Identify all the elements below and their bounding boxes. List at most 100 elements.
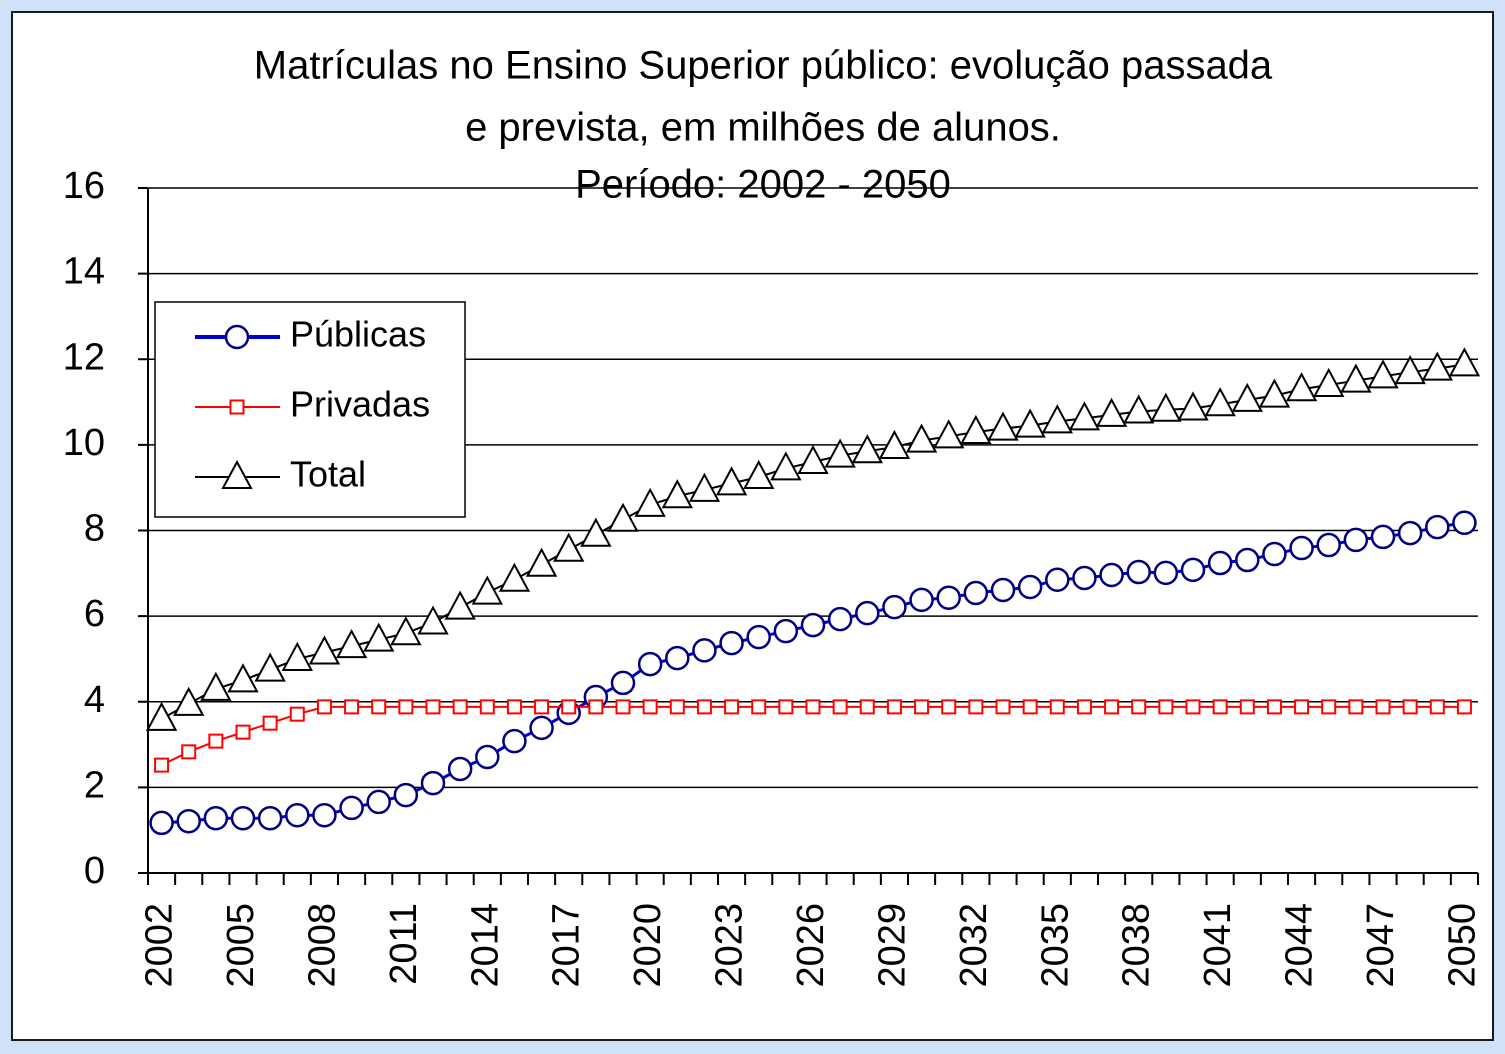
marker — [715, 466, 748, 496]
marker — [289, 706, 305, 722]
marker — [366, 789, 391, 815]
marker — [308, 635, 341, 665]
marker — [1180, 557, 1206, 583]
marker — [1185, 699, 1201, 715]
marker — [475, 744, 500, 770]
marker — [1394, 354, 1426, 385]
marker — [335, 628, 368, 659]
marker — [502, 728, 527, 754]
y-tick-label: 0 — [84, 850, 105, 892]
marker — [316, 699, 332, 715]
x-tick-label: 2023 — [709, 903, 751, 988]
marker — [580, 517, 612, 547]
marker — [200, 671, 232, 701]
marker — [553, 532, 585, 562]
x-tick-label: 2044 — [1279, 903, 1321, 988]
marker — [444, 590, 476, 620]
marker — [851, 434, 883, 464]
marker — [154, 757, 170, 773]
marker — [1452, 510, 1477, 536]
marker — [878, 429, 911, 460]
marker — [960, 414, 992, 445]
chart-title: Matrículas no Ensino Superior público: e… — [254, 44, 1273, 88]
marker — [607, 502, 639, 532]
marker — [1177, 391, 1209, 421]
y-tick-label: 14 — [63, 251, 105, 293]
marker — [1402, 699, 1418, 715]
marker — [1258, 378, 1291, 408]
marker — [471, 575, 503, 605]
marker — [561, 699, 577, 715]
marker — [1448, 347, 1481, 377]
y-tick-label: 8 — [84, 508, 105, 550]
marker — [773, 618, 799, 644]
marker — [968, 699, 984, 715]
x-tick-label: 2032 — [953, 903, 995, 988]
marker — [176, 808, 201, 834]
marker — [1045, 567, 1070, 592]
marker — [285, 802, 310, 828]
marker — [363, 622, 395, 652]
marker — [751, 699, 767, 715]
x-tick-label: 2041 — [1197, 903, 1239, 988]
marker — [1397, 520, 1423, 546]
marker — [719, 630, 744, 656]
legend-label: Privadas — [290, 384, 430, 425]
marker — [529, 715, 554, 741]
marker — [1022, 699, 1038, 715]
marker — [615, 699, 631, 715]
x-tick-label: 2002 — [139, 903, 181, 988]
marker — [746, 624, 771, 650]
marker — [417, 605, 449, 635]
marker — [145, 701, 178, 731]
marker — [859, 699, 875, 715]
marker — [1262, 541, 1287, 567]
x-tick-label: 2047 — [1360, 903, 1402, 988]
marker — [235, 724, 251, 740]
marker — [525, 547, 558, 577]
marker — [1316, 532, 1341, 558]
marker — [661, 479, 693, 509]
marker — [229, 399, 245, 415]
marker — [498, 562, 531, 592]
marker — [805, 699, 821, 715]
marker — [914, 699, 930, 715]
marker — [1131, 699, 1147, 715]
marker — [208, 733, 224, 749]
legend-label: Total — [290, 454, 366, 495]
marker — [224, 324, 250, 350]
marker — [262, 715, 278, 731]
marker — [688, 472, 721, 502]
marker — [1239, 699, 1255, 715]
marker — [1212, 699, 1228, 715]
marker — [452, 699, 468, 715]
y-tick-label: 2 — [84, 764, 105, 806]
marker — [339, 795, 364, 821]
chart-panel — [11, 11, 1494, 1041]
marker — [1072, 565, 1097, 591]
marker — [1126, 559, 1151, 585]
marker — [995, 699, 1011, 715]
marker — [1231, 382, 1263, 412]
marker — [1343, 527, 1369, 553]
marker — [203, 805, 229, 831]
marker — [827, 606, 853, 632]
marker — [963, 580, 989, 606]
y-tick-label: 10 — [63, 422, 105, 464]
marker — [637, 651, 663, 677]
marker — [724, 699, 740, 715]
marker — [1340, 363, 1372, 393]
marker — [1068, 401, 1101, 431]
marker — [1370, 524, 1396, 550]
marker — [1076, 699, 1092, 715]
marker — [933, 419, 965, 449]
marker — [1289, 535, 1314, 561]
x-tick-label: 2011 — [383, 903, 425, 985]
marker — [254, 652, 286, 682]
marker — [420, 770, 446, 796]
marker — [447, 756, 473, 782]
marker — [390, 616, 422, 646]
x-tick-label: 2050 — [1441, 903, 1483, 988]
marker — [1041, 404, 1073, 434]
marker — [1285, 372, 1318, 402]
